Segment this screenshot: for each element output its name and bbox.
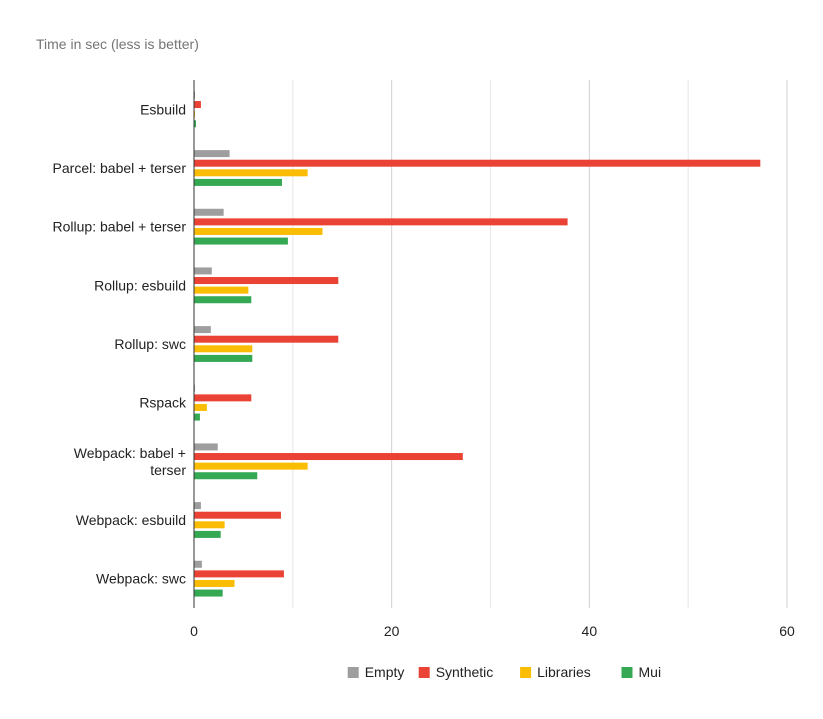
bar-libraries-3 (194, 286, 249, 294)
bar-synthetic-5 (194, 394, 252, 402)
bar-empty-2 (194, 208, 224, 216)
category-label: Webpack: babel + terser (74, 445, 187, 478)
bar-mui-3 (194, 296, 252, 304)
bar-mui-8 (194, 589, 223, 597)
bar-libraries-4 (194, 345, 253, 353)
bar-synthetic-8 (194, 570, 284, 578)
chart-title: Time in sec (less is better) (36, 36, 199, 52)
bar-empty-4 (194, 326, 211, 334)
x-tick-label: 60 (779, 623, 795, 639)
bar-mui-2 (194, 237, 288, 245)
legend-label-synthetic: Synthetic (436, 664, 494, 680)
bar-synthetic-7 (194, 511, 281, 519)
bar-synthetic-6 (194, 453, 463, 461)
bar-empty-7 (194, 502, 201, 510)
bar-libraries-7 (194, 521, 225, 529)
bar-mui-4 (194, 354, 253, 362)
bar-libraries-8 (194, 579, 235, 587)
legend-swatch-mui (621, 667, 633, 678)
category-label: Rspack (139, 395, 187, 411)
legend-swatch-empty (347, 667, 359, 678)
x-tick-label: 20 (384, 623, 400, 639)
category-label: Parcel: babel + terser (53, 160, 187, 176)
x-tick-label: 0 (190, 623, 198, 639)
category-label: Rollup: esbuild (94, 277, 186, 293)
bar-synthetic-4 (194, 335, 339, 343)
bar-mui-5 (194, 413, 200, 421)
legend-label-libraries: Libraries (537, 664, 591, 680)
category-label: Webpack: esbuild (76, 512, 186, 528)
bar-empty-8 (194, 560, 202, 568)
bar-libraries-1 (194, 169, 308, 177)
bar-synthetic-3 (194, 277, 339, 285)
bar-libraries-6 (194, 462, 308, 470)
legend-swatch-synthetic (418, 667, 430, 678)
bar-mui-0 (194, 120, 196, 128)
bar-empty-6 (194, 443, 218, 451)
bar-libraries-2 (194, 227, 323, 235)
legend-swatch-libraries (520, 667, 532, 678)
bar-mui-7 (194, 530, 221, 538)
legend-label-empty: Empty (365, 664, 405, 680)
bar-synthetic-1 (194, 159, 761, 167)
x-tick-label: 40 (582, 623, 598, 639)
category-label: Esbuild (140, 101, 186, 117)
bar-mui-6 (194, 472, 258, 480)
category-label: Rollup: babel + terser (53, 219, 187, 235)
bar-mui-1 (194, 178, 282, 186)
bar-libraries-5 (194, 403, 207, 411)
bar-empty-1 (194, 150, 230, 158)
legend-label-mui: Mui (639, 664, 662, 680)
category-label: Rollup: swc (114, 336, 186, 352)
bar-synthetic-0 (194, 101, 201, 109)
bar-empty-3 (194, 267, 212, 275)
bar-synthetic-2 (194, 218, 568, 226)
category-label: Webpack: swc (96, 571, 186, 587)
